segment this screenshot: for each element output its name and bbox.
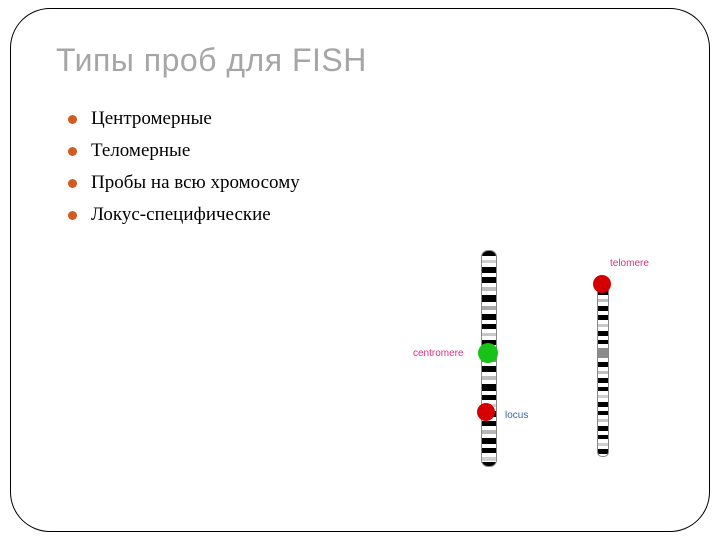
chromosome-band bbox=[598, 402, 608, 407]
chromosome-band bbox=[598, 426, 608, 431]
list-item-label: Теломерные bbox=[91, 140, 190, 162]
telomere-label: telomere bbox=[610, 258, 649, 269]
chromosome-band bbox=[482, 395, 496, 400]
chromosome-band bbox=[482, 448, 496, 453]
chromosome-band bbox=[482, 430, 496, 434]
chromosome-band bbox=[598, 443, 608, 446]
chromosome-band bbox=[482, 287, 496, 291]
chromosome bbox=[597, 280, 609, 457]
chromosome-band bbox=[482, 267, 496, 273]
chromosome-band bbox=[598, 306, 608, 311]
telomere-probe bbox=[593, 275, 611, 293]
chromosome-band bbox=[598, 324, 608, 327]
chromosome-band bbox=[482, 295, 496, 302]
chromosome-band bbox=[482, 438, 496, 444]
centromere-label: centromere bbox=[413, 348, 464, 359]
slide-title: Типы проб для FISH bbox=[56, 42, 367, 79]
bullet-list: Центромерные Теломерные Пробы на всю хро… bbox=[68, 108, 300, 236]
chromosome-band bbox=[598, 419, 608, 422]
chromosome-band bbox=[482, 333, 496, 336]
chromosome-band bbox=[598, 411, 608, 415]
bullet-icon bbox=[68, 211, 77, 220]
locus-probe bbox=[477, 403, 495, 421]
chromosome-band bbox=[598, 299, 608, 302]
chromosome-band bbox=[598, 331, 608, 336]
chromosome-band bbox=[598, 449, 608, 454]
locus-label: locus bbox=[505, 410, 528, 421]
chromosome-band bbox=[598, 340, 608, 344]
slide: Типы проб для FISH Центромерные Теломерн… bbox=[0, 0, 720, 540]
chromosome-band bbox=[482, 384, 496, 391]
list-item: Теломерные bbox=[68, 140, 300, 162]
list-item: Пробы на всю хромосому bbox=[68, 172, 300, 194]
chromosome-band bbox=[482, 324, 496, 329]
chromosome-diagram: centromere locus telomere bbox=[405, 250, 665, 510]
chromosome-band bbox=[598, 378, 608, 383]
chromosome-band bbox=[482, 421, 496, 426]
chromosome-band bbox=[482, 462, 496, 466]
chromosome-band bbox=[482, 376, 496, 380]
list-item: Центромерные bbox=[68, 108, 300, 130]
list-item-label: Пробы на всю хромосому bbox=[91, 172, 300, 194]
bullet-icon bbox=[68, 115, 77, 124]
list-item-label: Центромерные bbox=[91, 108, 212, 130]
chromosome-band bbox=[598, 348, 608, 358]
bullet-icon bbox=[68, 147, 77, 156]
bullet-icon bbox=[68, 179, 77, 188]
chromosome-band bbox=[598, 362, 608, 367]
chromosome-band bbox=[598, 435, 608, 439]
chromosome-band bbox=[482, 314, 496, 320]
chromosome-band bbox=[598, 315, 608, 320]
chromosome-band bbox=[598, 371, 608, 374]
chromosome-band bbox=[598, 387, 608, 391]
list-item-label: Локус-специфические bbox=[91, 204, 271, 226]
centromere-probe bbox=[478, 343, 498, 363]
chromosome-band bbox=[482, 306, 496, 310]
list-item: Локус-специфические bbox=[68, 204, 300, 226]
chromosome-band bbox=[598, 395, 608, 398]
chromosome-band bbox=[482, 260, 496, 263]
chromosome-band bbox=[482, 251, 496, 256]
chromosome-band bbox=[482, 457, 496, 461]
chromosome-band bbox=[482, 366, 496, 372]
chromosome-band bbox=[482, 277, 496, 283]
